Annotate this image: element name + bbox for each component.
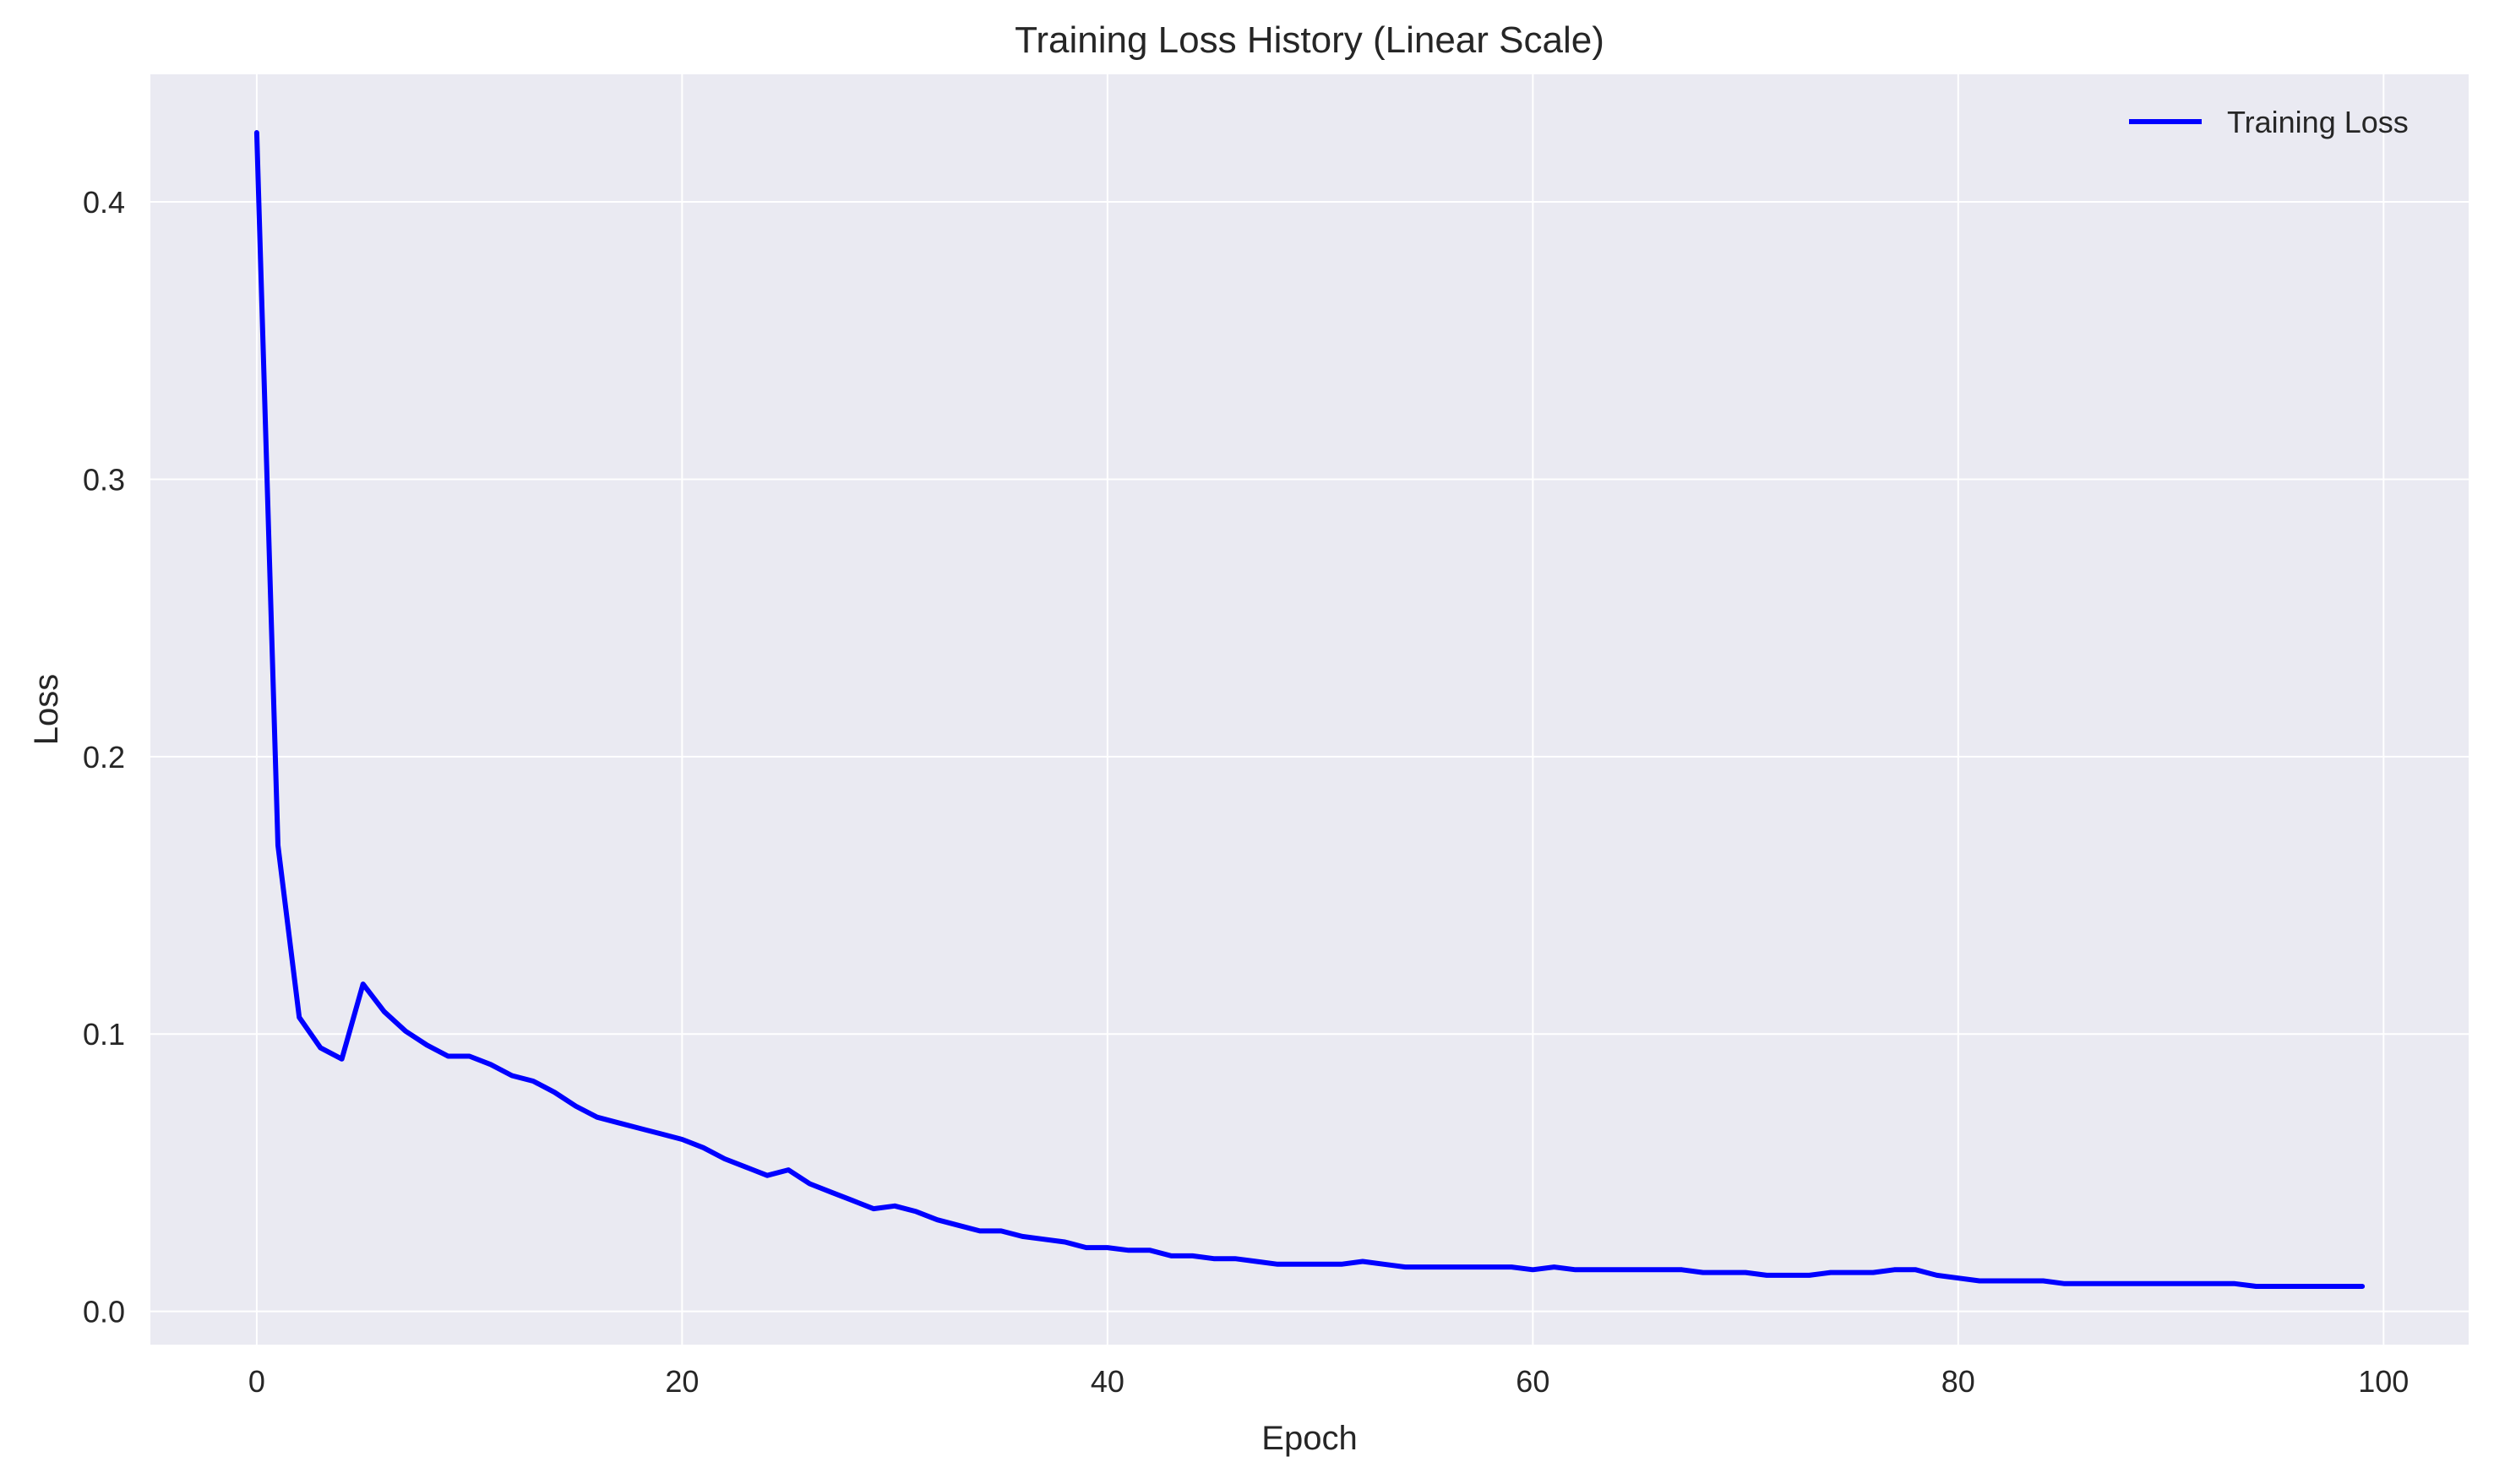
y-tick-label: 0.2 [83,740,125,775]
training-loss-series-line [253,130,2366,1289]
y-tick-label: 0.4 [83,185,125,220]
x-tick-label: 100 [2358,1364,2409,1399]
y-tick-label: 0.3 [83,462,125,497]
chart-title: Training Loss History (Linear Scale) [1015,19,1604,61]
legend: Training Loss [2129,105,2409,139]
x-axis-label: Epoch [1261,1420,1357,1457]
x-tick-label: 80 [1941,1364,1975,1399]
x-tick-label: 20 [665,1364,699,1399]
x-tick-label: 40 [1091,1364,1124,1399]
tick-labels: 0 20 40 60 80 100 0.0 0.1 0.2 0.3 0.4 [83,185,2409,1399]
x-tick-label: 0 [248,1364,265,1399]
y-tick-label: 0.0 [83,1295,125,1329]
x-tick-label: 60 [1516,1364,1549,1399]
y-tick-label: 0.1 [83,1017,125,1052]
grid-lines [150,74,2469,1345]
y-axis-label: Loss [28,674,65,746]
legend-label-training-loss: Training Loss [2227,105,2409,139]
plot-area [150,74,2469,1345]
series-layer [253,130,2366,1289]
